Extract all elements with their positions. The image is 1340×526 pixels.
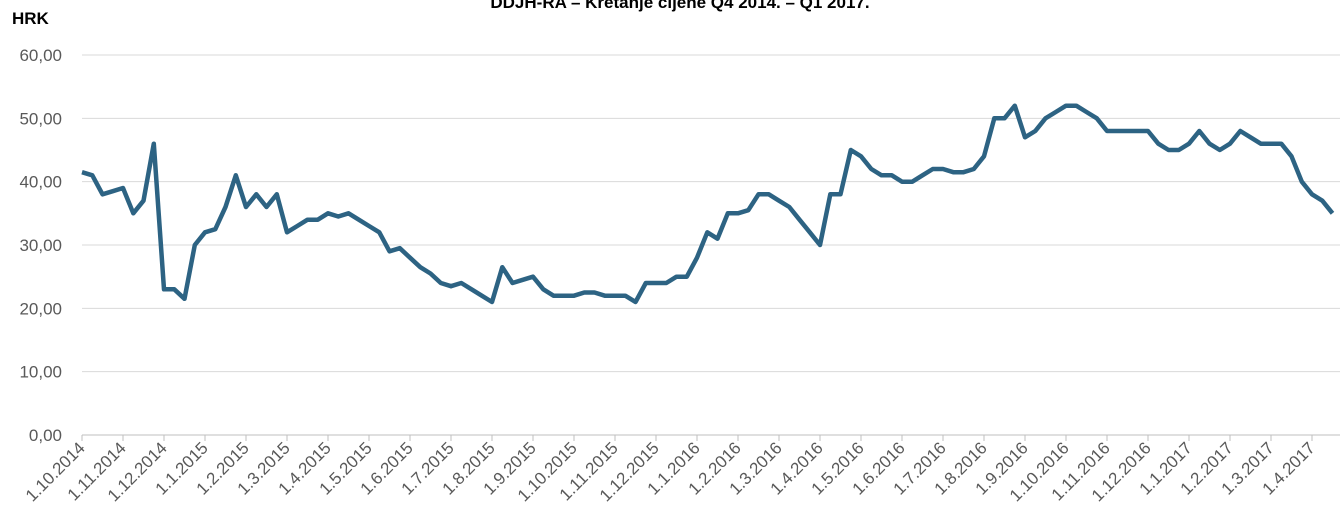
y-tick-label: 30,00 <box>19 236 62 255</box>
chart-title: DDJH-RA – Kretanje cijene Q4 2014. – Q1 … <box>490 0 869 12</box>
y-tick-label: 50,00 <box>19 109 62 128</box>
y-tick-label: 0,00 <box>29 426 62 445</box>
y-tick-label: 60,00 <box>19 46 62 65</box>
y-tick-label: 20,00 <box>19 299 62 318</box>
line-series <box>81 103 1335 305</box>
y-tick-label: 40,00 <box>19 173 62 192</box>
y-axis-label: HRK <box>12 9 50 28</box>
y-tick-label: 10,00 <box>19 363 62 382</box>
